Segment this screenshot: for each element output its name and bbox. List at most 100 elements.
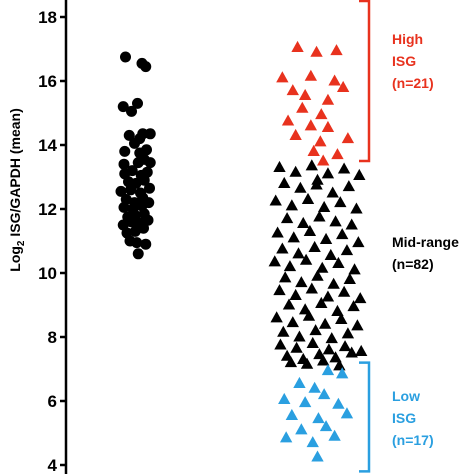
y-tick-label: 4 xyxy=(48,456,58,474)
data-point-triangle xyxy=(292,247,305,259)
y-tick-label: 14 xyxy=(38,136,57,155)
data-point-circle xyxy=(138,222,149,234)
data-point-triangle xyxy=(298,396,312,408)
y-tick-label: 18 xyxy=(38,8,57,27)
data-point-triangle xyxy=(306,436,319,448)
data-point-triangle xyxy=(338,340,352,352)
data-point-triangle xyxy=(345,218,358,230)
data-point-triangle xyxy=(321,290,335,302)
data-point-triangle xyxy=(322,343,336,355)
data-point-circle xyxy=(118,158,130,170)
data-point-triangle xyxy=(311,450,324,462)
y-axis-title-prefix: Log xyxy=(7,246,23,272)
data-point-triangle xyxy=(317,154,330,166)
data-point-triangle xyxy=(293,376,306,388)
data-point-triangle xyxy=(329,351,342,363)
data-point-triangle xyxy=(310,45,323,57)
data-point-triangle xyxy=(337,162,351,174)
data-point-triangle xyxy=(340,244,354,256)
data-point-triangle xyxy=(332,397,345,409)
data-point-circle xyxy=(120,51,131,63)
data-point-circle xyxy=(144,157,156,169)
data-point-triangle xyxy=(321,93,335,105)
data-point-triangle xyxy=(316,261,329,273)
y-axis-title-suffix: ISG/GAPDH (mean) xyxy=(7,108,23,240)
data-point-triangle xyxy=(343,272,356,284)
data-point-triangle xyxy=(279,271,292,283)
data-point-circle xyxy=(143,197,155,209)
data-point-triangle xyxy=(325,332,338,344)
data-point-circle xyxy=(118,201,130,213)
data-point-circle xyxy=(126,105,137,117)
data-point-circle xyxy=(142,214,154,226)
data-point-triangle xyxy=(309,324,322,336)
data-point-triangle xyxy=(308,381,321,393)
data-point-triangle xyxy=(311,269,324,281)
data-point-triangle xyxy=(312,412,325,424)
data-point-triangle xyxy=(285,408,299,420)
data-point-circle xyxy=(123,129,135,141)
data-point-triangle xyxy=(345,346,358,358)
data-point-triangle xyxy=(276,71,289,83)
data-point-triangle xyxy=(278,392,291,404)
data-point-triangle xyxy=(354,292,367,304)
data-point-circle xyxy=(126,216,137,228)
data-point-triangle xyxy=(289,288,302,300)
data-point-triangle xyxy=(329,215,342,227)
y-tick-label: 10 xyxy=(38,264,57,283)
data-point-triangle xyxy=(335,312,348,324)
data-point-circle xyxy=(131,237,143,249)
data-point-triangle xyxy=(278,176,291,188)
data-point-triangle xyxy=(337,285,351,297)
y-tick-label: 8 xyxy=(48,328,57,347)
data-point-triangle xyxy=(284,356,298,368)
data-point-circle xyxy=(140,238,152,250)
data-point-triangle xyxy=(280,212,294,224)
data-point-triangle xyxy=(319,232,333,244)
group-bracket xyxy=(359,361,371,473)
data-point-triangle xyxy=(319,420,333,432)
data-point-triangle xyxy=(271,226,284,238)
data-point-circle xyxy=(141,144,152,156)
group-bracket xyxy=(359,0,371,163)
data-point-triangle xyxy=(297,216,310,228)
data-point-triangle xyxy=(317,354,330,366)
group-label-text: ISG xyxy=(392,410,416,426)
data-point-triangle xyxy=(347,300,360,312)
data-point-triangle xyxy=(314,135,327,147)
data-point-triangle xyxy=(318,317,332,329)
data-point-triangle xyxy=(290,341,303,353)
data-point-triangle xyxy=(351,319,364,331)
data-point-triangle xyxy=(327,277,340,289)
data-point-triangle xyxy=(281,114,295,126)
data-point-triangle xyxy=(289,128,302,140)
data-point-triangle xyxy=(286,84,299,96)
data-point-triangle xyxy=(283,260,297,272)
data-point-triangle xyxy=(341,327,355,339)
data-point-triangle xyxy=(328,429,341,441)
group-label-text: (n=21) xyxy=(392,75,434,91)
group-label-text: (n=82) xyxy=(392,256,434,272)
data-point-triangle xyxy=(289,165,302,177)
data-point-triangle xyxy=(273,284,286,296)
data-point-triangle xyxy=(331,148,344,160)
data-point-triangle xyxy=(353,168,366,180)
data-point-triangle xyxy=(276,242,289,254)
data-point-triangle xyxy=(282,298,296,310)
data-point-triangle xyxy=(317,388,331,400)
data-point-circle xyxy=(117,101,129,113)
data-point-triangle xyxy=(331,304,344,316)
y-tick-label: 6 xyxy=(48,392,57,411)
data-point-triangle xyxy=(334,196,347,208)
data-point-triangle xyxy=(274,338,287,350)
data-point-circle xyxy=(129,137,140,149)
data-point-triangle xyxy=(298,88,312,100)
data-point-triangle xyxy=(304,69,318,81)
data-point-triangle xyxy=(311,173,324,185)
y-axis-title: Log2 ISG/GAPDH (mean) xyxy=(7,108,27,271)
data-point-circle xyxy=(140,61,152,73)
data-point-triangle xyxy=(332,256,345,268)
data-point-triangle xyxy=(303,224,317,236)
data-point-triangle xyxy=(285,199,299,211)
